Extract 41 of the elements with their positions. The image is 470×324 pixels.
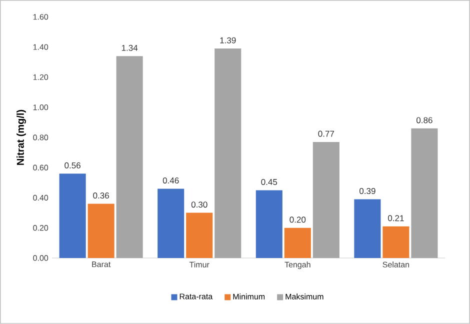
y-tick-label: 1.00 bbox=[33, 104, 48, 110]
y-tick-label: 0.20 bbox=[33, 225, 48, 231]
bar bbox=[186, 212, 213, 258]
bar bbox=[88, 204, 114, 258]
data-label: 0.45 bbox=[261, 179, 278, 186]
y-tick-label: 0.60 bbox=[33, 164, 48, 170]
legend-label: Maksimum bbox=[286, 294, 324, 300]
bar bbox=[158, 188, 184, 258]
y-tick-label: 1.20 bbox=[33, 74, 48, 80]
x-tick-label: Barat bbox=[92, 262, 111, 268]
data-label: 0.77 bbox=[318, 130, 334, 137]
data-label: 1.39 bbox=[220, 37, 236, 44]
data-label: 0.46 bbox=[162, 178, 179, 184]
bar bbox=[382, 226, 410, 258]
data-label: 0.20 bbox=[290, 216, 306, 223]
bar bbox=[284, 228, 311, 258]
y-tick-label: 1.60 bbox=[33, 14, 48, 20]
data-label: 0.36 bbox=[93, 192, 109, 199]
data-label: 0.86 bbox=[416, 117, 432, 124]
bar bbox=[312, 142, 340, 258]
y-tick-label: 0.80 bbox=[33, 134, 48, 140]
bar bbox=[59, 174, 86, 258]
x-tick-label: Selatan bbox=[382, 262, 410, 268]
x-tick-label: Tengah bbox=[284, 262, 310, 270]
y-tick-label: 1.40 bbox=[33, 44, 48, 50]
y-tick-label: 0.00 bbox=[33, 255, 48, 261]
data-label: 1.34 bbox=[122, 44, 138, 51]
bar bbox=[354, 199, 381, 258]
data-label: 0.56 bbox=[64, 162, 80, 168]
y-axis-title: Nitrat (mg/l) bbox=[16, 110, 26, 165]
x-tick-label: Timur bbox=[189, 262, 210, 268]
legend-label: Rata-rata bbox=[180, 294, 213, 300]
legend-label: Minimum bbox=[233, 294, 265, 300]
bar bbox=[214, 48, 242, 258]
bar bbox=[116, 56, 143, 258]
data-label: 0.30 bbox=[191, 202, 208, 208]
data-label: 0.39 bbox=[360, 188, 376, 194]
bar bbox=[256, 190, 282, 258]
data-label: 0.21 bbox=[388, 215, 404, 222]
y-tick-label: 0.40 bbox=[33, 194, 48, 201]
bar bbox=[411, 128, 438, 258]
